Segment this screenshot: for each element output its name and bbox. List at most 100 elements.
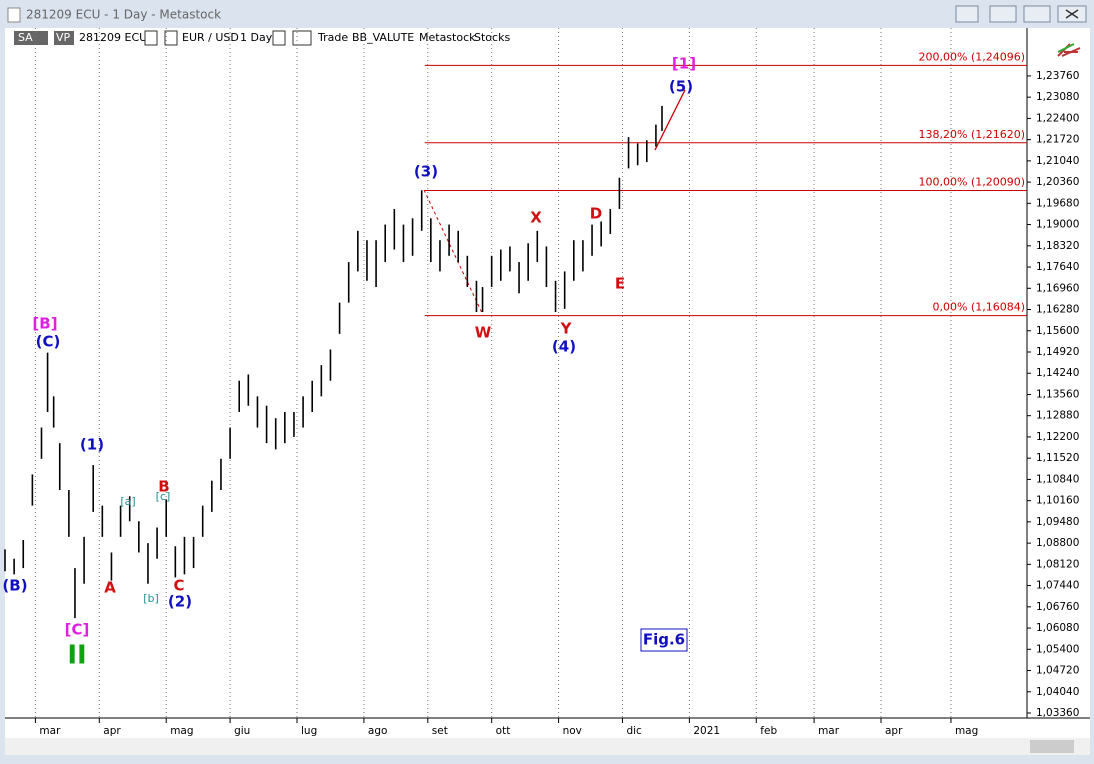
y-tick-label: 1,11520 bbox=[1036, 452, 1079, 464]
wave-label: (B) bbox=[2, 577, 27, 595]
wave-label: C bbox=[173, 577, 184, 595]
y-tick-label: 1,21040 bbox=[1036, 155, 1079, 167]
toolbar-item[interactable]: EUR / USD bbox=[182, 31, 239, 44]
y-tick-label: 1,03360 bbox=[1036, 707, 1079, 719]
toolbar-item[interactable]: VP bbox=[56, 31, 71, 44]
x-tick-label: mag bbox=[955, 725, 978, 737]
y-tick-label: 1,04720 bbox=[1036, 665, 1079, 677]
x-tick-label: giu bbox=[234, 725, 250, 737]
wave-label: [c] bbox=[156, 490, 171, 503]
x-tick-label: 2021 bbox=[693, 725, 720, 737]
y-tick-label: 1,19680 bbox=[1036, 197, 1079, 209]
wave-label: (5) bbox=[669, 78, 693, 96]
toolbar-item[interactable]: Stocks bbox=[474, 31, 510, 44]
y-tick-label: 1,18320 bbox=[1036, 240, 1079, 252]
x-tick-label: mar bbox=[39, 725, 61, 737]
wave-label: [b] bbox=[143, 592, 159, 605]
sa-button[interactable] bbox=[14, 31, 48, 45]
y-tick-label: 1,14920 bbox=[1036, 346, 1079, 358]
y-tick-label: 1,12880 bbox=[1036, 410, 1079, 422]
fib-label: 100,00% (1,20090) bbox=[918, 176, 1025, 189]
x-tick-label: feb bbox=[760, 725, 777, 737]
wave-label: (C) bbox=[36, 333, 61, 351]
y-tick-label: 1,19000 bbox=[1036, 219, 1079, 231]
y-tick-label: 1,08120 bbox=[1036, 558, 1079, 570]
fib-label: 138,20% (1,21620) bbox=[918, 128, 1025, 141]
restore-button[interactable] bbox=[955, 5, 979, 23]
x-tick-label: apr bbox=[885, 725, 903, 737]
x-tick-label: dic bbox=[626, 725, 642, 737]
toolbar-item[interactable]: BB_VALUTE bbox=[352, 31, 414, 44]
x-tick-label: nov bbox=[563, 725, 582, 737]
dropdown[interactable] bbox=[144, 30, 158, 46]
x-tick-label: mag bbox=[170, 725, 193, 737]
dropdown[interactable] bbox=[164, 30, 178, 46]
x-tick-label: ott bbox=[496, 725, 511, 737]
x-tick-label: set bbox=[432, 725, 448, 737]
corner-icon[interactable] bbox=[1057, 43, 1081, 57]
y-tick-label: 1,21720 bbox=[1036, 134, 1079, 146]
y-tick-label: 1,06760 bbox=[1036, 601, 1079, 613]
projection-line bbox=[654, 89, 686, 151]
fib-label: 200,00% (1,24096) bbox=[918, 50, 1025, 63]
y-tick-label: 1,05400 bbox=[1036, 643, 1079, 655]
y-tick-label: 1,23080 bbox=[1036, 91, 1079, 103]
vp-button[interactable] bbox=[54, 31, 74, 45]
window-title: 281209 ECU - 1 Day - Metastock bbox=[26, 8, 221, 22]
wave-label: E bbox=[615, 275, 625, 293]
x-tick-label: mar bbox=[818, 725, 840, 737]
wave-label: A bbox=[104, 579, 116, 597]
wave-label: (3) bbox=[414, 163, 438, 181]
y-tick-label: 1,13560 bbox=[1036, 388, 1079, 400]
wave-label: Fig.6 bbox=[643, 631, 685, 649]
y-tick-label: 1,17640 bbox=[1036, 261, 1079, 273]
y-tick-label: 1,20360 bbox=[1036, 176, 1079, 188]
y-tick-label: 1,09480 bbox=[1036, 516, 1079, 528]
toolbar: SA VP 281209 ECU EUR / USD 1 Day Trade B… bbox=[14, 30, 510, 46]
y-tick-label: 1,04040 bbox=[1036, 686, 1079, 698]
wave-label: [a] bbox=[120, 495, 135, 508]
wave-label: [C] bbox=[65, 621, 90, 639]
wave-label: X bbox=[530, 209, 542, 227]
fib-label: 0,00% (1,16084) bbox=[932, 301, 1025, 314]
wave-label: W bbox=[475, 324, 492, 342]
x-tick-label: lug bbox=[301, 725, 317, 737]
wave-label: [B] bbox=[32, 315, 57, 333]
y-tick-label: 1,10160 bbox=[1036, 495, 1079, 507]
y-tick-label: 1,08800 bbox=[1036, 537, 1079, 549]
dropdown[interactable] bbox=[272, 30, 286, 46]
y-tick-label: 1,16280 bbox=[1036, 304, 1079, 316]
window-icon bbox=[7, 7, 21, 23]
toolbar-item[interactable]: Trade bbox=[317, 31, 348, 44]
wave-label: (2) bbox=[168, 593, 192, 611]
y-tick-label: 1,16960 bbox=[1036, 282, 1079, 294]
wave-label: B bbox=[158, 478, 169, 496]
y-tick-label: 1,15600 bbox=[1036, 325, 1079, 337]
wave-label: [1] bbox=[672, 55, 696, 73]
chart-area bbox=[5, 28, 1090, 755]
toolbar-item[interactable]: 1 Day bbox=[240, 31, 273, 44]
wave-line bbox=[423, 189, 484, 316]
scroll-thumb[interactable] bbox=[1030, 740, 1074, 753]
y-tick-label: 1,23760 bbox=[1036, 70, 1079, 82]
y-tick-label: 1,12200 bbox=[1036, 431, 1079, 443]
window-buttons bbox=[955, 5, 1087, 23]
y-tick-label: 1,14240 bbox=[1036, 367, 1079, 379]
wave-label: (1) bbox=[80, 436, 104, 454]
wave-label: D bbox=[590, 205, 602, 223]
scrollbar[interactable] bbox=[5, 738, 1090, 755]
x-tick-label: apr bbox=[103, 725, 121, 737]
y-tick-label: 1,06080 bbox=[1036, 622, 1079, 634]
dropdown[interactable] bbox=[292, 30, 312, 46]
maximize-button[interactable] bbox=[1023, 5, 1051, 23]
wave-label: II bbox=[67, 641, 86, 671]
toolbar-item[interactable]: 281209 ECU bbox=[79, 31, 147, 44]
toolbar-item[interactable]: SA bbox=[18, 31, 33, 44]
toolbar-item[interactable]: Metastock bbox=[419, 31, 476, 44]
wave-label: Y bbox=[560, 320, 573, 338]
minimize-button[interactable] bbox=[989, 5, 1017, 23]
y-tick-label: 1,10840 bbox=[1036, 473, 1079, 485]
x-tick-label: ago bbox=[368, 725, 388, 737]
y-tick-label: 1,22400 bbox=[1036, 112, 1079, 124]
